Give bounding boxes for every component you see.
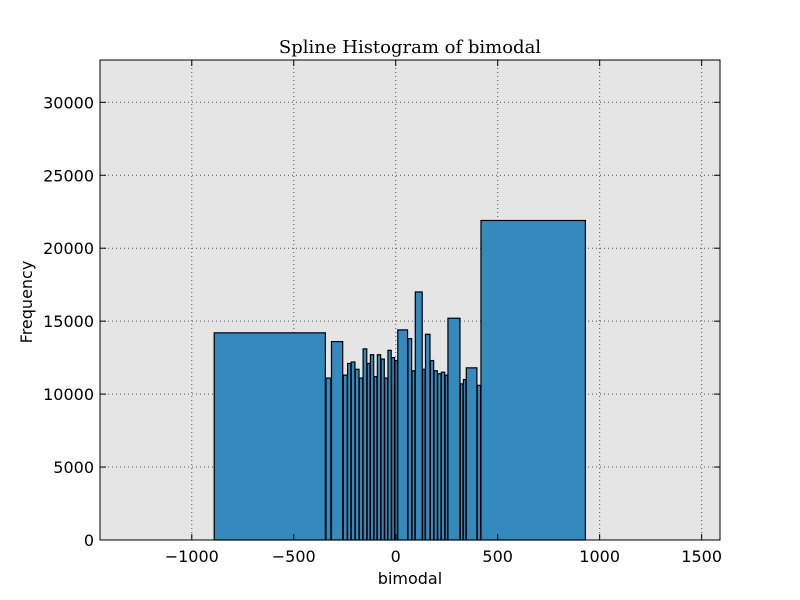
x-tick-label: 1000 bbox=[579, 547, 620, 566]
histogram-bar bbox=[429, 359, 435, 541]
histogram-bar bbox=[362, 348, 368, 541]
histogram-bar bbox=[433, 370, 438, 541]
y-tick-label: 15000 bbox=[43, 312, 94, 331]
y-tick-label: 30000 bbox=[43, 93, 94, 112]
histogram-bar bbox=[447, 317, 461, 541]
x-tick-label: 500 bbox=[482, 547, 513, 566]
histogram-bar bbox=[213, 332, 326, 541]
histogram-bar bbox=[444, 374, 449, 541]
histogram-bar bbox=[358, 377, 364, 541]
histogram-bar bbox=[391, 357, 396, 541]
histogram-bar bbox=[384, 377, 389, 541]
histogram-bar bbox=[376, 354, 382, 541]
bars bbox=[213, 219, 586, 541]
x-axis-label: bimodal bbox=[378, 569, 442, 588]
x-tick-labels: −1000 −500 0 500 1000 1500 bbox=[165, 547, 722, 566]
histogram-bar bbox=[424, 333, 431, 541]
histogram-bar bbox=[459, 383, 464, 541]
histogram-bar bbox=[476, 384, 482, 541]
histogram-bar bbox=[440, 371, 446, 541]
chart-title: Spline Histogram of bimodal bbox=[279, 37, 541, 58]
histogram-bar bbox=[346, 362, 352, 541]
histogram-bar bbox=[422, 368, 426, 541]
y-tick-label: 10000 bbox=[43, 385, 94, 404]
x-tick-label: 1500 bbox=[681, 547, 722, 566]
histogram-bar bbox=[397, 329, 409, 541]
histogram-bar bbox=[462, 378, 467, 541]
histogram-bar bbox=[437, 373, 442, 541]
x-tick-label: 0 bbox=[391, 547, 401, 566]
histogram-bar bbox=[330, 340, 344, 541]
x-tick-label: −1000 bbox=[165, 547, 219, 566]
histogram-bar bbox=[373, 375, 378, 541]
histogram-bar bbox=[465, 367, 478, 541]
y-tick-label: 20000 bbox=[43, 239, 94, 258]
y-tick-label: 0 bbox=[84, 531, 94, 550]
histogram-bar bbox=[380, 358, 385, 541]
y-axis-label: Frequency bbox=[17, 261, 36, 344]
histogram-bar bbox=[350, 361, 356, 541]
histogram-bar bbox=[387, 349, 392, 541]
histogram-bar bbox=[366, 362, 371, 541]
y-tick-labels: 0 5000 10000 15000 20000 25000 30000 bbox=[43, 93, 94, 550]
histogram-bar bbox=[369, 354, 375, 541]
histogram-bar bbox=[325, 377, 332, 541]
histogram-bar bbox=[394, 359, 398, 541]
tick-marks bbox=[100, 60, 720, 541]
plot-frame bbox=[99, 59, 721, 541]
histogram-bar bbox=[414, 291, 423, 541]
histogram-bar bbox=[354, 368, 360, 541]
histogram-bar bbox=[411, 370, 416, 541]
histogram-bar bbox=[407, 338, 413, 541]
histogram-bar bbox=[480, 219, 586, 541]
histogram-bar bbox=[342, 374, 348, 541]
y-tick-label: 25000 bbox=[43, 166, 94, 185]
x-tick-label: −500 bbox=[272, 547, 316, 566]
y-tick-label: 5000 bbox=[53, 458, 94, 477]
